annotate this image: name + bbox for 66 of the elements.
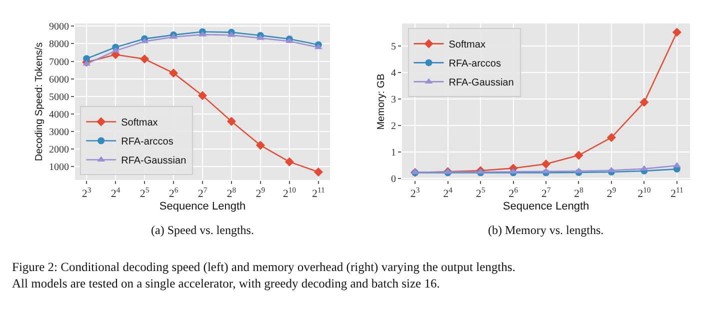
y-tick-label: 4000 <box>49 110 69 121</box>
y-tick-label: 5 <box>391 42 396 53</box>
point <box>83 55 90 62</box>
point <box>226 116 236 126</box>
y-tick-label: 8000 <box>49 39 69 50</box>
y-tick-label: 4 <box>391 68 396 80</box>
y-tick-label: 1 <box>391 148 396 159</box>
x-tick-label: 2$^{11}$ <box>312 186 326 200</box>
x-tick-label: 2$^{6}$ <box>508 186 518 200</box>
x-tick-label: 2$^{8}$ <box>226 186 236 200</box>
x-tick-label: 2$^{8}$ <box>574 186 584 200</box>
point <box>640 98 649 107</box>
legend-label: RFA-Gaussian <box>448 78 514 89</box>
x-tick-label: 2$^{6}$ <box>168 186 178 200</box>
x-tick-label: 2$^{5}$ <box>476 186 486 200</box>
y-axis-title: Memory: GB <box>376 73 387 130</box>
point <box>168 68 178 78</box>
point <box>606 132 616 142</box>
point <box>314 167 323 177</box>
x-axis-title: Sequence Length <box>159 200 246 212</box>
point <box>284 157 294 166</box>
y-tick-label: 3000 <box>49 127 69 138</box>
text: (a) Speed vs. lengths. <box>151 223 254 237</box>
text: (b) Memory vs. lengths. <box>488 223 604 237</box>
y-tick-label: 2000 <box>49 144 69 156</box>
x-tick-label: 2$^{3}$ <box>410 186 420 200</box>
point <box>574 150 584 160</box>
x-tick-label: 2$^{4}$ <box>110 186 120 200</box>
point <box>444 168 452 174</box>
y-axis-title: Decoding Speed: Tokens/s <box>34 42 45 162</box>
y-tick-label: 3 <box>391 94 396 106</box>
x-tick-label: 2$^{4}$ <box>443 186 453 200</box>
point <box>314 44 322 50</box>
x-tick-label: 2$^{7}$ <box>541 186 551 200</box>
y-tick-label: 2 <box>391 121 396 132</box>
x-tick-label: 2$^{10}$ <box>638 186 651 200</box>
x-tick-label: 2$^{11}$ <box>670 186 684 200</box>
point <box>82 60 91 66</box>
point <box>541 159 551 169</box>
point <box>640 165 648 171</box>
legend-label: RFA-arccos <box>448 58 501 70</box>
legend-label: RFA-arccos <box>121 136 174 148</box>
point <box>256 140 265 150</box>
point <box>140 38 149 44</box>
point <box>672 28 682 37</box>
y-tick-label: 9000 <box>49 22 69 33</box>
y-tick-label: 6000 <box>49 74 69 86</box>
y-tick-label: 0 <box>391 174 396 186</box>
caption: Figure 2: Conditional decoding speed (left) and memory overhead (right) varying the output lengths. All models are tested on a single accelerator, with greedy decoding and batch size 16. <box>12 260 516 290</box>
legend-label: Softmax <box>448 40 486 51</box>
x-tick-label: 2$^{3}$ <box>82 186 92 200</box>
point <box>140 54 150 64</box>
x-tick-label: 2$^{9}$ <box>256 186 266 200</box>
x-tick-label: 2$^{9}$ <box>606 186 616 200</box>
legend-label: Softmax <box>121 118 158 129</box>
legend-label: RFA-Gaussian <box>121 156 186 167</box>
y-tick-label: 5000 <box>49 92 69 103</box>
x-tick-label: 2$^{10}$ <box>282 186 296 200</box>
point <box>198 91 208 100</box>
x-axis-title: Sequence Length <box>502 200 590 212</box>
x-tick-label: 2$^{5}$ <box>140 186 150 200</box>
x-tick-label: 2$^{7}$ <box>198 186 208 200</box>
point <box>285 38 294 44</box>
y-tick-label: 7000 <box>49 56 69 68</box>
point <box>607 166 616 172</box>
y-tick-label: 1000 <box>49 162 69 174</box>
